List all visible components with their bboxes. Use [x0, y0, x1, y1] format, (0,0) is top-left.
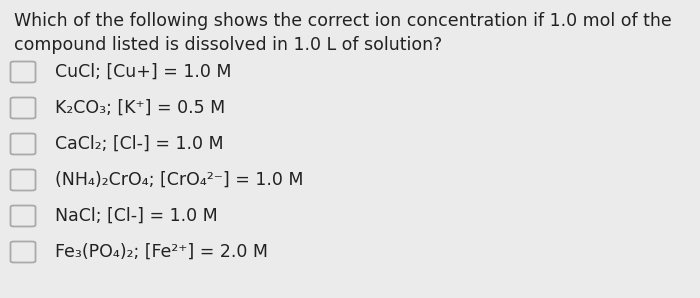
Text: K₂CO₃; [K⁺] = 0.5 M: K₂CO₃; [K⁺] = 0.5 M [55, 99, 225, 117]
FancyBboxPatch shape [10, 134, 36, 154]
Text: compound listed is dissolved in 1.0 L of solution?: compound listed is dissolved in 1.0 L of… [14, 36, 442, 54]
Text: CaCl₂; [Cl-] = 1.0 M: CaCl₂; [Cl-] = 1.0 M [55, 135, 223, 153]
Text: (NH₄)₂CrO₄; [CrO₄²⁻] = 1.0 M: (NH₄)₂CrO₄; [CrO₄²⁻] = 1.0 M [55, 171, 304, 189]
FancyBboxPatch shape [10, 97, 36, 119]
Text: CuCl; [Cu+] = 1.0 M: CuCl; [Cu+] = 1.0 M [55, 63, 232, 81]
FancyBboxPatch shape [10, 206, 36, 226]
Text: Fe₃(PO₄)₂; [Fe²⁺] = 2.0 M: Fe₃(PO₄)₂; [Fe²⁺] = 2.0 M [55, 243, 268, 261]
FancyBboxPatch shape [10, 170, 36, 190]
Text: Which of the following shows the correct ion concentration if 1.0 mol of the: Which of the following shows the correct… [14, 12, 672, 30]
FancyBboxPatch shape [10, 241, 36, 263]
Text: NaCl; [Cl-] = 1.0 M: NaCl; [Cl-] = 1.0 M [55, 207, 218, 225]
FancyBboxPatch shape [10, 61, 36, 83]
